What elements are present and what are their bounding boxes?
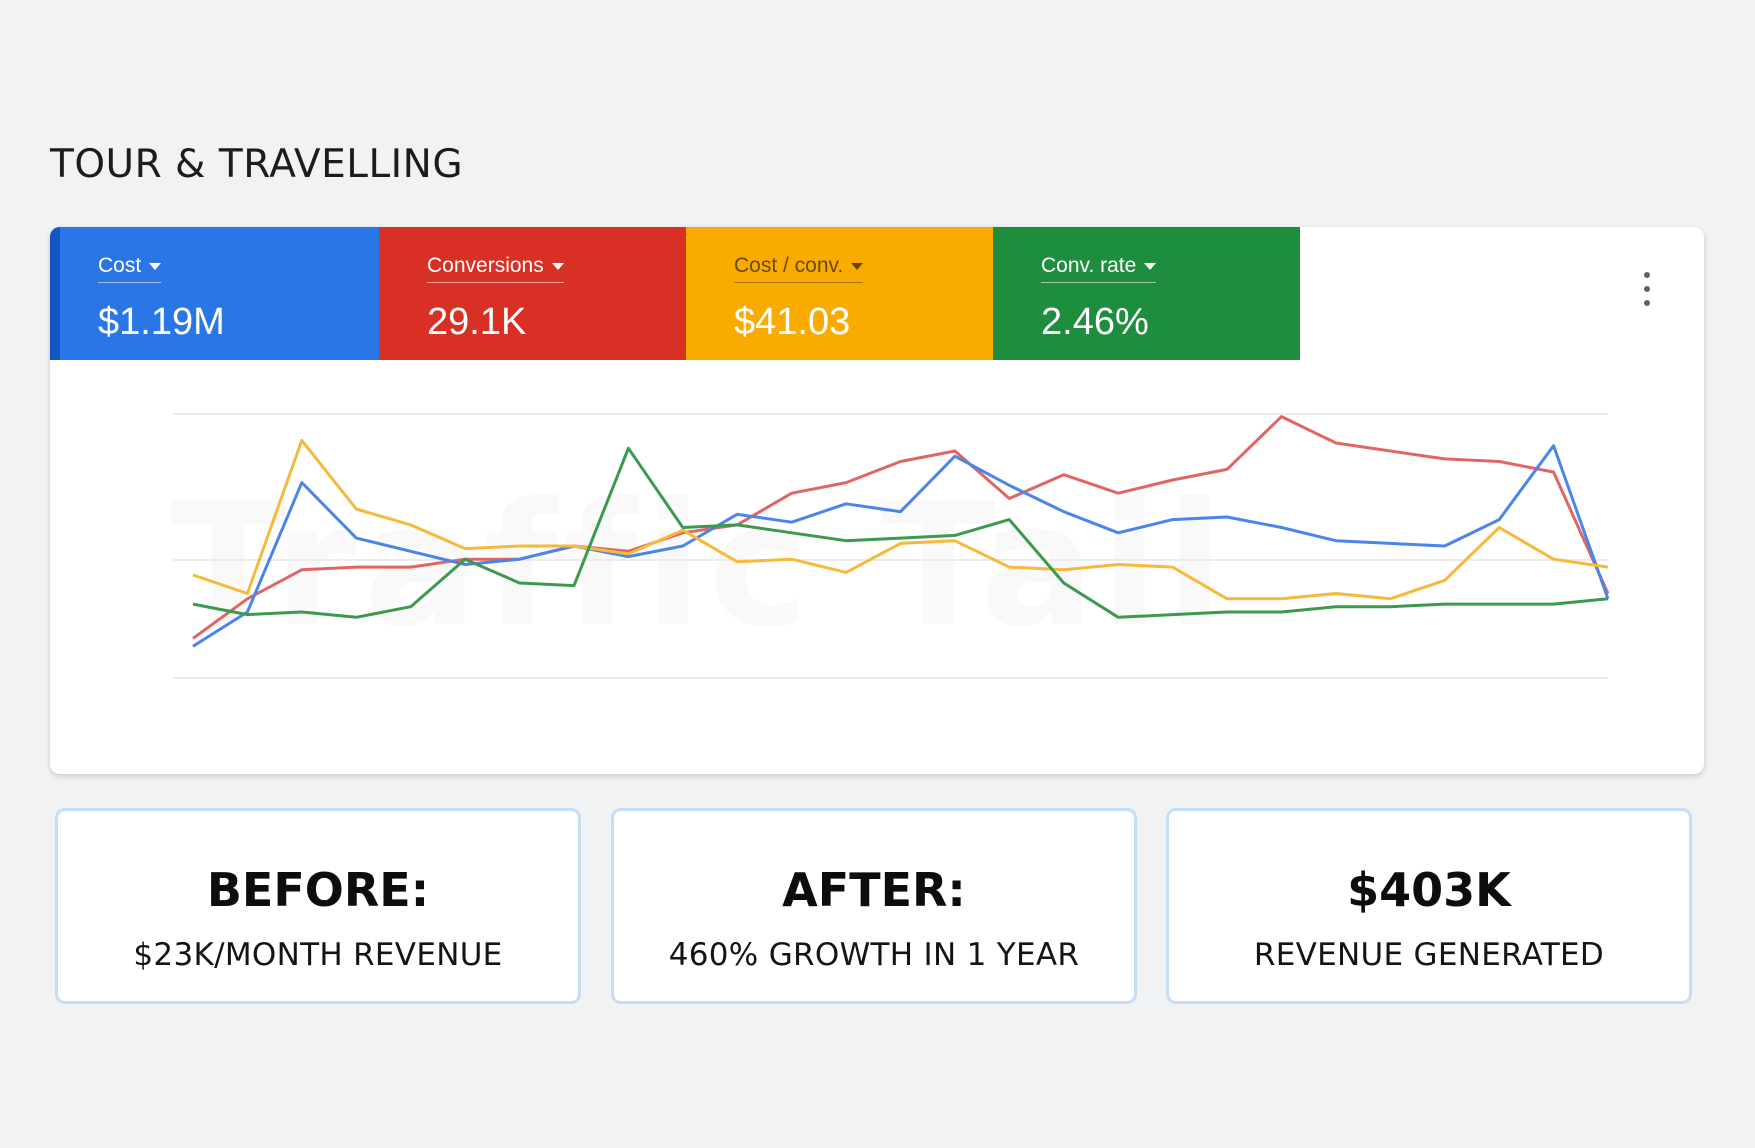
dropdown-caret-icon [1144,262,1157,270]
metric-tab-conv-rate[interactable]: Conv. rate 2.46% [993,227,1300,360]
dropdown-caret-icon [149,262,162,270]
stat-card-revenue: $403K REVENUE GENERATED [1166,808,1692,1004]
metric-label-cost-per-conv[interactable]: Cost / conv. [734,254,864,283]
chart-series [192,415,1610,648]
stat-subtext: 460% GROWTH IN 1 YEAR [668,937,1080,973]
stat-heading: BEFORE: [206,863,430,917]
metric-label-cost[interactable]: Cost [98,254,162,283]
chart-grid [173,413,1608,679]
metric-label-text: Conv. rate [1041,254,1137,277]
line-chart [173,413,1610,679]
metric-label-text: Conversions [427,254,544,277]
stat-subtext: REVENUE GENERATED [1253,937,1605,973]
metric-value-conv-rate: 2.46% [1041,301,1149,343]
dropdown-caret-icon [851,262,864,270]
stat-card-after: AFTER: 460% GROWTH IN 1 YEAR [611,808,1137,1004]
metric-label-text: Cost [98,254,142,277]
metric-tab-cost[interactable]: Cost $1.19M [50,227,379,360]
more-options-icon[interactable] [1640,272,1654,306]
metric-tabs: Cost $1.19M Conversions 29.1K Cost / con… [50,227,1300,360]
stat-card-before: BEFORE: $23K/MONTH REVENUE [55,808,581,1004]
metric-label-conv-rate[interactable]: Conv. rate [1041,254,1157,283]
performance-card: Cost $1.19M Conversions 29.1K Cost / con… [50,227,1704,774]
stat-heading: $403K [1347,863,1511,917]
series-line-4 [192,446,1609,619]
dropdown-caret-icon [551,262,564,270]
stat-heading: AFTER: [782,863,966,917]
metric-value-cost: $1.19M [98,301,225,343]
metric-label-conversions[interactable]: Conversions [427,254,564,283]
series-line-1 [192,415,1610,640]
metric-label-text: Cost / conv. [734,254,844,277]
series-line-3 [192,438,1609,601]
more-dot [1644,300,1650,306]
page-title: TOUR & TRAVELLING [50,142,464,187]
metric-value-cost-per-conv: $41.03 [734,301,851,343]
more-dot [1644,286,1650,292]
metric-value-conversions: 29.1K [427,301,527,343]
metric-tab-cost-per-conv[interactable]: Cost / conv. $41.03 [686,227,993,360]
metric-tab-conversions[interactable]: Conversions 29.1K [379,227,686,360]
series-line-2 [192,444,1610,648]
stat-subtext: $23K/MONTH REVENUE [133,937,503,973]
more-dot [1644,272,1650,278]
